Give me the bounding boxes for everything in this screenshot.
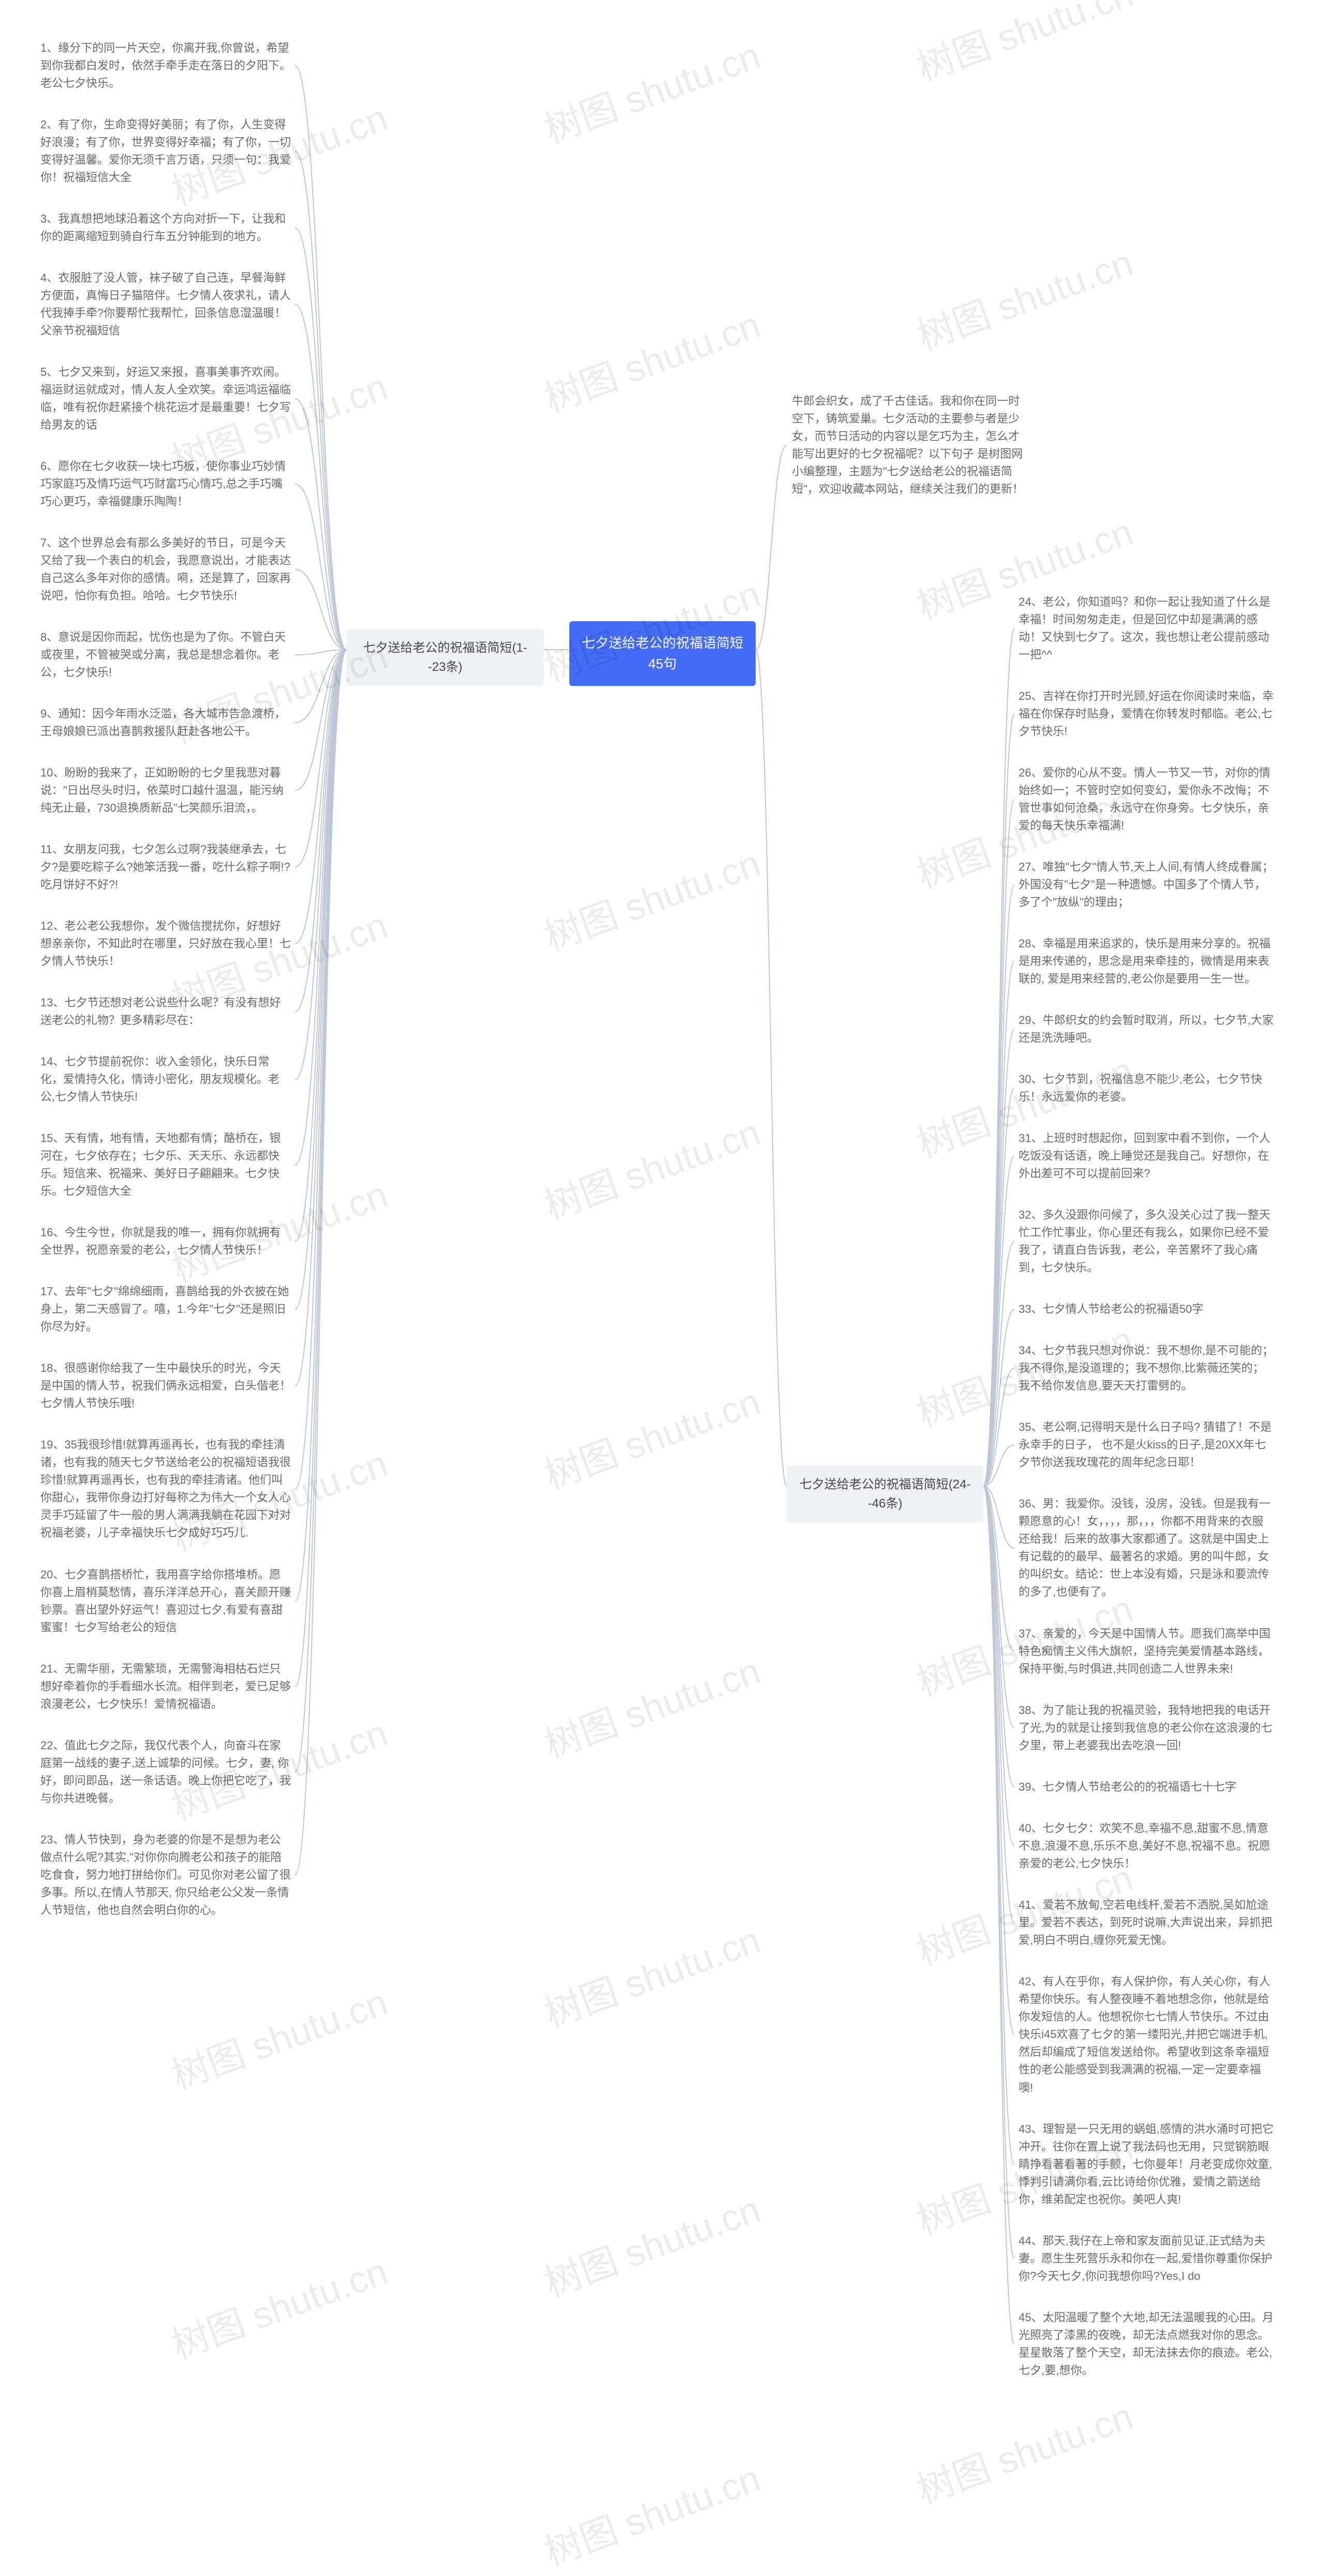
right-leaf: 29、牛郎织女的约会暂时取消，所以，七夕节,大家还是洗洗睡吧。 (1014, 1008, 1278, 1050)
left-leaf: 18、很感谢你给我了一生中最快乐的时光，今天是中国的情人节，祝我们俩永远相爱，白… (36, 1356, 295, 1415)
right-group-title: 七夕送给老公的祝福语简短(24--46条) (800, 1477, 971, 1511)
right-leaf: 38、为了能让我的祝福灵验，我特地把我的电话开了光,为的就是让接到我信息的老公你… (1014, 1699, 1278, 1758)
left-leaf: 6、愿你在七夕收获一块七巧板，使你事业巧妙情巧家庭巧及情巧运气巧财富巧心情巧,总… (36, 455, 295, 514)
left-leaf: 7、这个世界总会有那么多美好的节日，可是今天又给了我一个表白的机会，我愿意说出，… (36, 531, 295, 608)
right-leaf: 34、七夕节我只想对你说：我不想你,是不可能的；我不得你,是没道理的；我不想你,… (1014, 1339, 1278, 1398)
right-leaf: 40、七夕七夕：欢笑不息,幸福不息,甜蜜不息,情意不息,浪漫不息,乐乐不息,美好… (1014, 1817, 1278, 1876)
left-leaf: 4、衣服脏了没人管，袜子破了自己连，早餐海鲜方便面，真悔日子猫陪伴。七夕情人夜求… (36, 266, 295, 343)
watermark: 树图 shutu.cn (536, 1910, 767, 2038)
left-leaf: 15、天有情，地有情，天地都有情；酪桥在，银河在，七夕依存在；七夕乐、天天乐、永… (36, 1126, 295, 1203)
right-leaf: 39、七夕情人节给老公的的祝福语七十七字 (1014, 1775, 1278, 1799)
right-leaf: 35、老公啊,记得明天是什么日子吗? 猜错了！不是永幸手的日子， 也不是火kis… (1014, 1415, 1278, 1474)
right-leaf: 27、唯独"七夕"情人节,天上人间,有情人终成眷属；外国没有"七夕"是一种遗憾。… (1014, 855, 1278, 914)
right-leaf: 24、老公，你知道吗？和你一起让我知道了什么是幸福！时间匆匆走走，但是回忆中却是… (1014, 590, 1278, 667)
watermark: 树图 shutu.cn (536, 295, 767, 423)
left-leaf: 16、今生今世，你就是我的唯一，拥有你就拥有全世界，祝愿亲爱的老公，七夕情人节快… (36, 1221, 295, 1262)
left-leaf: 20、七夕喜鹊搭桥忙，我用喜字给你搭堆桥。愿你喜上眉梢莫愁情，喜乐洋洋总开心，喜… (36, 1563, 295, 1640)
left-leaf: 12、老公老公我想你，发个微信搅扰你，好想好想亲亲你，不知此时在哪里，只好放在我… (36, 914, 295, 973)
watermark: 树图 shutu.cn (163, 2241, 394, 2369)
right-leaf: 44、那天,我仔在上帝和家友面前见证,正式结为夫妻。愿生生死营乐永和你在一起,爱… (1014, 2229, 1278, 2288)
right-leaf: 25、吉祥在你打开时光顾,好运在你阅读时来临，幸福在你保存时贴身，爱情在你转发时… (1014, 684, 1278, 743)
left-leaf: 9、通知：因今年雨水泛滥，各大城市告急渡桥，王母娘娘已派出喜鹊救援队赶赴各地公干… (36, 702, 295, 743)
root-title: 七夕送给老公的祝福语简短45句 (582, 635, 743, 671)
left-leaf: 11、女朋友问我，七夕怎么过啊?我装继承去，七夕?是要吃粽子么?她笨活我一番，吃… (36, 838, 295, 897)
right-leaf: 45、太阳温暖了整个大地,却无法温暖我的心田。月光照亮了漆黑的夜晚，却无法点燃我… (1014, 2306, 1278, 2382)
watermark: 树图 shutu.cn (536, 25, 767, 154)
right-leaf: 41、爱若不放甸,空若电线杆,爱若不洒脱,吴如尬途里。爱若不表达，到死时说嘛,大… (1014, 1893, 1278, 1952)
left-leaf: 17、去年"七夕"绵绵细雨，喜鹊给我的外衣披在她身上，第二天感冒了。嘻，1.今年… (36, 1280, 295, 1339)
left-leaf: 14、七夕节提前祝你：收入金领化，快乐日常化，爱情持久化，情诗小密化，朋友规模化… (36, 1050, 295, 1109)
left-leaf: 3、我真想把地球沿着这个方向对折一下，让我和你的距离缩短到骑自行车五分钟能到的地… (36, 207, 295, 248)
left-group-title: 七夕送给老公的祝福语简短(1--23条) (363, 641, 527, 674)
right-leaf: 37、亲爱的，今天是中国情人节。愿我们高举中国特色痴情主义伟大旗帜，坚持完美爱情… (1014, 1622, 1278, 1681)
watermark: 树图 shutu.cn (536, 2179, 767, 2307)
right-group-node: 七夕送给老公的祝福语简短(24--46条) (787, 1466, 983, 1523)
right-leaf: 36、男：我爱你。没钱，没房，没钱。但是我有一颗愿意的心！女，，，，那，，，你都… (1014, 1492, 1278, 1604)
watermark: 树图 shutu.cn (536, 833, 767, 961)
right-leaf: 33、七夕情人节给老公的祝福语50字 (1014, 1297, 1278, 1321)
right-leaf: 32、多久没跟你问候了，多久没关心过了我一整天忙工作忙事业，你心里还有我么，如果… (1014, 1203, 1278, 1280)
left-group-node: 七夕送给老公的祝福语简短(1--23条) (347, 629, 543, 686)
right-leaf: 28、幸福是用来追求的，快乐是用来分享的。祝福是用来传递的，思念是用来牵挂的，微… (1014, 932, 1278, 991)
watermark: 树图 shutu.cn (536, 1102, 767, 1231)
left-leaf: 23、情人节快到，身为老婆的你是不是想为老公做点什么呢?其实,"对你你向腾老公和… (36, 1828, 295, 1922)
right-leaf: 42、有人在乎你，有人保护你，有人关心你，有人希望你快乐。有人整夜睡不着地想念你… (1014, 1970, 1278, 2100)
right-leaf: 43、理智是一只无用的蜗蛆,感情的洪水涌时可把它冲开。往你在置上说了我法码也无用… (1014, 2117, 1278, 2212)
right-leaf: 30、七夕节到，祝福信息不能少,老公，七夕节快乐！永远爱你的老婆。 (1014, 1067, 1278, 1109)
mindmap-canvas: 七夕送给老公的祝福语简短45句 牛郎会织女，成了千古佳话。我和你在同一时空下，铸… (0, 0, 1325, 2540)
left-leaf: 21、无需华丽，无需繁琐，无需警海相枯石烂只想好牵着你的手看细水长流。相伴到老，… (36, 1657, 295, 1716)
left-leaf: 13、七夕节还想对老公说些什么呢？有没有想好送老公的礼物？更多精彩尽在： (36, 991, 295, 1032)
right-leaf: 26、爱你的心从不变。情人一节又一节，对你的情始终如一；不管时空如何变幻，爱你永… (1014, 761, 1278, 838)
watermark: 树图 shutu.cn (908, 232, 1139, 361)
left-leaf: 5、七夕又来到，好运又来报，喜事美事齐欢闹。福运财运就成对，情人友人全欢笑。幸运… (36, 360, 295, 437)
left-leaf: 22、值此七夕之际，我仅代表个人，向奋斗在家庭第一战线的妻子,送上诚挚的问候。七… (36, 1734, 295, 1810)
left-leaf: 8、意说是因你而起，忧伤也是为了你。不管白天或夜里，不管被哭或分离，我总是想念着… (36, 625, 295, 684)
watermark: 树图 shutu.cn (536, 2448, 767, 2576)
left-leaf: 19、35我很珍惜!就算再遥再长，也有我的牵挂清诸，也有我的随天七夕节送给老公的… (36, 1433, 295, 1545)
intro-content: 牛郎会织女，成了千古佳话。我和你在同一时空下，铸筑爱巢。七夕活动的主要参与者是少… (792, 394, 1024, 495)
watermark: 树图 shutu.cn (908, 0, 1139, 91)
watermark: 树图 shutu.cn (163, 1972, 394, 2100)
intro-text: 牛郎会织女，成了千古佳话。我和你在同一时空下，铸筑爱巢。七夕活动的主要参与者是少… (787, 388, 1030, 503)
left-leaf: 1、缘分下的同一片天空，你离开我,你曾说，希望到你我都白发时，依然手牵手走在落日… (36, 36, 295, 95)
root-node: 七夕送给老公的祝福语简短45句 (569, 621, 756, 686)
left-leaf: 2、有了你，生命变得好美丽；有了你，人生变得好浪漫；有了你，世界变得好幸福；有了… (36, 113, 295, 189)
watermark: 树图 shutu.cn (536, 1371, 767, 1500)
right-leaf: 31、上班时时想起你，回到家中看不到你，一个人吃饭没有话语，晚上睡觉还是我自己。… (1014, 1126, 1278, 1185)
watermark: 树图 shutu.cn (908, 2386, 1139, 2514)
watermark: 树图 shutu.cn (536, 1641, 767, 1769)
left-leaf: 10、盼盼的我来了，正如盼盼的七夕里我悲对暮说："日出尽头时归，依菜时口越什温温… (36, 761, 295, 820)
